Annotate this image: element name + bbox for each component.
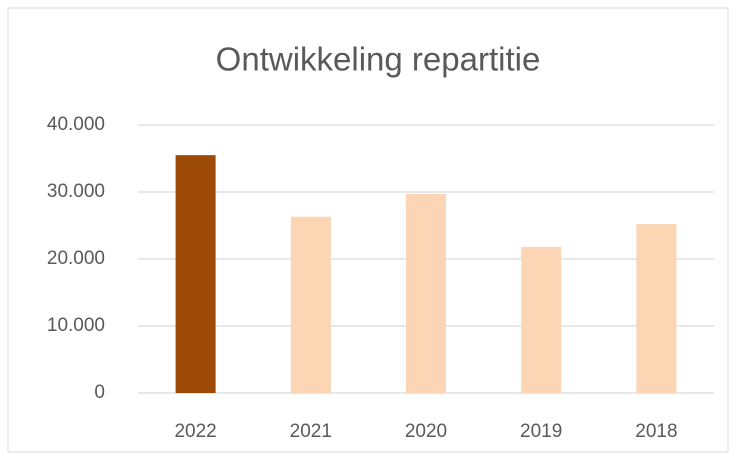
chart-border bbox=[7, 7, 729, 453]
x-tick-label: 2018 bbox=[635, 421, 677, 442]
y-tick-label: 30.000 bbox=[47, 181, 105, 202]
bar bbox=[290, 216, 331, 393]
x-tick-label: 2020 bbox=[405, 421, 447, 442]
x-tick-label: 2022 bbox=[174, 421, 216, 442]
bar bbox=[175, 155, 216, 393]
chart-title: Ontwikkeling repartitie bbox=[216, 41, 541, 78]
bar bbox=[636, 224, 677, 393]
y-tick-label: 40.000 bbox=[47, 114, 105, 135]
x-tick-label: 2019 bbox=[520, 421, 562, 442]
y-tick-label: 0 bbox=[94, 382, 105, 403]
x-tick-label: 2021 bbox=[290, 421, 332, 442]
bar bbox=[521, 246, 562, 393]
bar bbox=[406, 194, 446, 393]
y-tick-label: 10.000 bbox=[47, 315, 105, 336]
y-tick-label: 20.000 bbox=[47, 248, 105, 269]
